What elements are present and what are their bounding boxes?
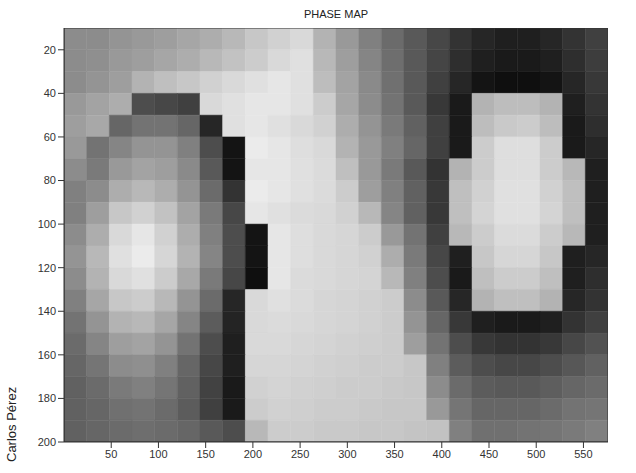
svg-text:120: 120 <box>38 262 56 274</box>
svg-text:180: 180 <box>38 392 56 404</box>
svg-text:350: 350 <box>385 448 403 460</box>
svg-text:200: 200 <box>38 436 56 448</box>
svg-text:80: 80 <box>44 174 56 186</box>
svg-text:100: 100 <box>38 218 56 230</box>
svg-text:50: 50 <box>105 448 117 460</box>
svg-text:500: 500 <box>527 448 545 460</box>
svg-text:100: 100 <box>149 448 167 460</box>
svg-text:150: 150 <box>196 448 214 460</box>
svg-text:400: 400 <box>433 448 451 460</box>
html-text:Carlos Pérez: Carlos Pérez <box>4 386 19 462</box>
svg-text:60: 60 <box>44 131 56 143</box>
svg-text:250: 250 <box>291 448 309 460</box>
svg-text:200: 200 <box>244 448 262 460</box>
svg-text:450: 450 <box>480 448 498 460</box>
html-text:PHASE MAP: PHASE MAP <box>303 8 369 20</box>
svg-text:550: 550 <box>574 448 592 460</box>
svg-text:40: 40 <box>44 87 56 99</box>
svg-text:300: 300 <box>338 448 356 460</box>
svg-text:160: 160 <box>38 349 56 361</box>
svg-text:140: 140 <box>38 305 56 317</box>
svg-text:20: 20 <box>44 44 56 56</box>
